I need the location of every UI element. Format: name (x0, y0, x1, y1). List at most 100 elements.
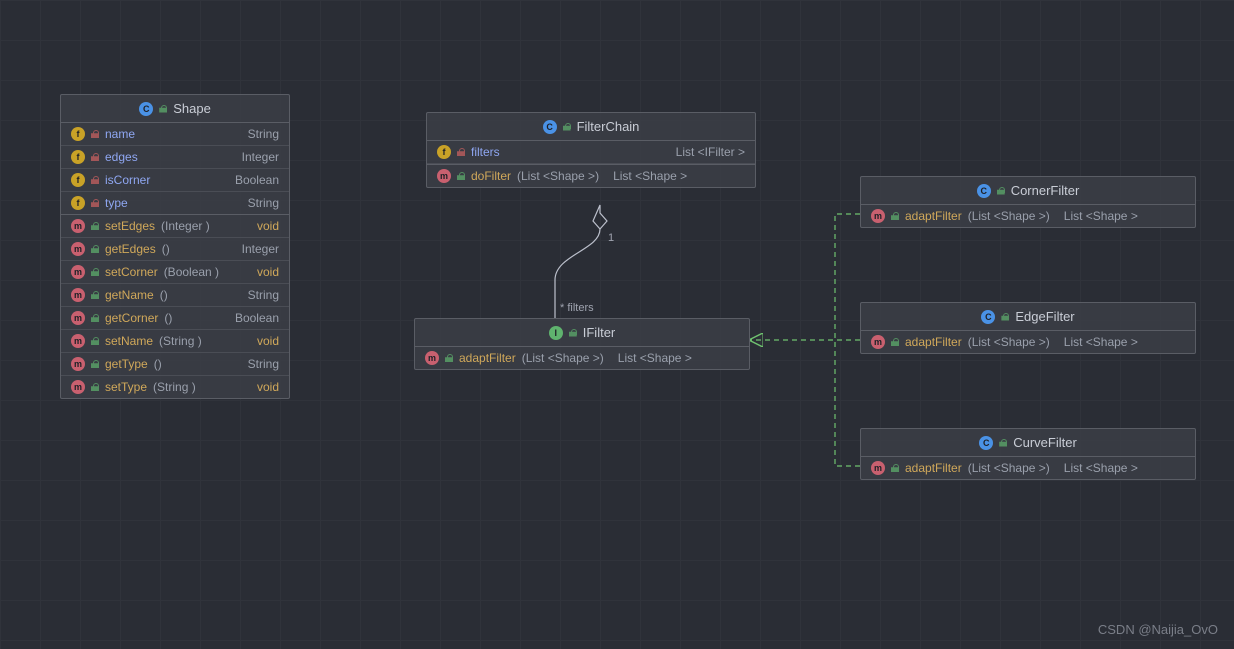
interface-ifilter-header: I IFilter (415, 319, 749, 347)
class-shape-header: C Shape (61, 95, 289, 123)
public-icon (457, 172, 465, 180)
method-name: adaptFilter (905, 461, 962, 475)
assoc-label-many: * filters (560, 302, 594, 314)
method-icon: m (871, 335, 885, 349)
field-icon: f (71, 127, 85, 141)
interface-icon: I (549, 326, 563, 340)
private-icon (91, 199, 99, 207)
visibility-icon (1001, 313, 1009, 321)
visibility-icon (569, 329, 577, 337)
class-title: IFilter (583, 325, 616, 340)
method-ret: List <Shape > (1064, 209, 1138, 223)
class-curvefilter[interactable]: C CurveFilter madaptFilter(List <Shape >… (860, 428, 1196, 480)
method-params: () (162, 242, 170, 256)
method-params: () (160, 288, 168, 302)
method-row: mgetCorner()Boolean (61, 307, 289, 330)
private-icon (91, 130, 99, 138)
public-icon (91, 314, 99, 322)
method-ret: String (248, 357, 279, 371)
method-icon: m (71, 357, 85, 371)
class-icon: C (977, 184, 991, 198)
method-row: msetEdges(Integer )void (61, 215, 289, 238)
method-name: doFilter (471, 169, 511, 183)
field-icon: f (71, 150, 85, 164)
class-title: Shape (173, 101, 211, 116)
method-row: madaptFilter(List <Shape >)List <Shape > (861, 457, 1195, 479)
private-icon (457, 148, 465, 156)
method-icon: m (71, 265, 85, 279)
shape-methods: msetEdges(Integer )void mgetEdges()Integ… (61, 214, 289, 398)
method-params: () (154, 357, 162, 371)
method-name: adaptFilter (905, 335, 962, 349)
method-name: getName (105, 288, 154, 302)
method-icon: m (71, 288, 85, 302)
visibility-icon (997, 187, 1005, 195)
field-type: Integer (242, 150, 279, 164)
class-title: CornerFilter (1011, 183, 1080, 198)
field-name: edges (105, 150, 138, 164)
field-name: type (105, 196, 128, 210)
class-icon: C (139, 102, 153, 116)
class-filterchain[interactable]: C FilterChain ffiltersList <IFilter > md… (426, 112, 756, 188)
method-params: (List <Shape >) (968, 461, 1050, 475)
class-cornerfilter[interactable]: C CornerFilter m adaptFilter (List <Shape … (860, 176, 1196, 228)
field-icon: f (437, 145, 451, 159)
method-ret: List <Shape > (618, 351, 692, 365)
class-title: CurveFilter (1013, 435, 1077, 450)
field-icon: f (71, 196, 85, 210)
method-row: mdoFilter(List <Shape >)List <Shape > (427, 164, 755, 187)
private-icon (91, 153, 99, 161)
private-icon (91, 176, 99, 184)
method-name: getCorner (105, 311, 158, 325)
method-icon: m (71, 311, 85, 325)
method-ret: String (248, 288, 279, 302)
class-icon: C (543, 120, 557, 134)
interface-ifilter[interactable]: I IFilter madaptFilter(List <Shape >)Lis… (414, 318, 750, 370)
field-icon: f (71, 173, 85, 187)
method-row: msetType(String )void (61, 376, 289, 398)
visibility-icon (999, 439, 1007, 447)
field-type: List <IFilter > (676, 145, 745, 159)
class-edgefilter-header: C EdgeFilter (861, 303, 1195, 331)
public-icon (445, 354, 453, 362)
method-name: setEdges (105, 219, 155, 233)
method-params: () (164, 311, 172, 325)
method-name: setCorner (105, 265, 158, 279)
method-ret: void (257, 219, 279, 233)
method-name: adaptFilter (459, 351, 516, 365)
method-params: (List <Shape >) (968, 335, 1050, 349)
public-icon (91, 360, 99, 368)
method-ret: Integer (242, 242, 279, 256)
watermark: CSDN @Naijia_OvO (1098, 622, 1218, 637)
public-icon (91, 245, 99, 253)
assoc-label-one: 1 (608, 232, 614, 244)
field-row: fisCornerBoolean (61, 169, 289, 192)
method-row: m getName () String (61, 284, 289, 307)
public-icon (91, 291, 99, 299)
field-type: String (248, 196, 279, 210)
method-icon: m (71, 334, 85, 348)
class-icon: C (981, 310, 995, 324)
method-params: (String ) (159, 334, 202, 348)
method-params: (List <Shape >) (968, 209, 1050, 223)
method-ret: List <Shape > (613, 169, 687, 183)
field-row: f edges Integer (61, 146, 289, 169)
method-row: madaptFilter(List <Shape >)List <Shape > (415, 347, 749, 369)
method-name: adaptFilter (905, 209, 962, 223)
method-icon: m (71, 380, 85, 394)
visibility-icon (159, 105, 167, 113)
method-ret: List <Shape > (1064, 335, 1138, 349)
field-type: Boolean (235, 173, 279, 187)
method-row: mgetEdges()Integer (61, 238, 289, 261)
method-icon: m (871, 209, 885, 223)
method-row: m adaptFilter (List <Shape >) List <Shape > (861, 205, 1195, 227)
field-row: fnameString (61, 123, 289, 146)
method-ret: void (257, 265, 279, 279)
method-icon: m (71, 219, 85, 233)
public-icon (891, 212, 899, 220)
method-name: setName (105, 334, 153, 348)
class-edgefilter[interactable]: C EdgeFilter m adaptFilter (List <Shape >)… (860, 302, 1196, 354)
method-icon: m (437, 169, 451, 183)
class-shape[interactable]: C Shape fnameString f edges Integer fisCor… (60, 94, 290, 399)
public-icon (891, 464, 899, 472)
